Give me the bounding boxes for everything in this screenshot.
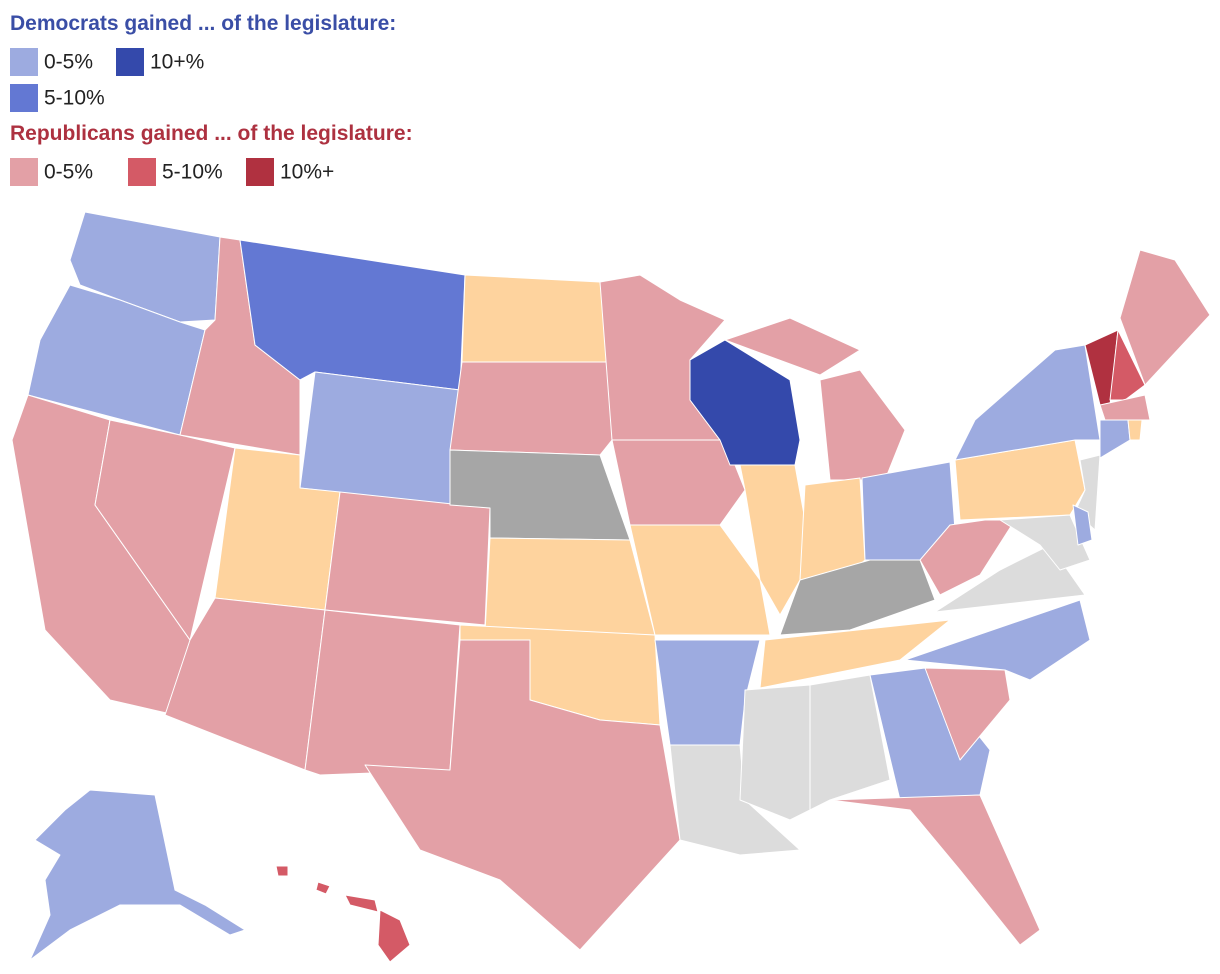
state <box>999 514 1091 571</box>
state <box>724 317 861 376</box>
state <box>629 524 771 636</box>
state <box>1099 419 1131 459</box>
legend: Democrats gained ... of the legislature:… <box>10 12 413 186</box>
state <box>299 371 461 506</box>
legend-swatch <box>128 158 156 186</box>
legend-label: 5-10% <box>44 87 105 110</box>
state <box>304 609 461 776</box>
legend-label: 0-5% <box>44 161 93 184</box>
legend-swatch <box>246 158 274 186</box>
legend-label: 10%+ <box>280 161 334 184</box>
state <box>1099 394 1151 421</box>
state <box>669 744 801 856</box>
state <box>29 789 246 961</box>
legend-swatch <box>116 48 144 76</box>
state <box>759 619 951 689</box>
state <box>1127 419 1143 441</box>
legend-swatch <box>10 84 38 112</box>
state <box>164 597 326 771</box>
legend-label: 5-10% <box>162 161 223 184</box>
state <box>315 881 331 895</box>
state <box>954 344 1101 461</box>
state <box>869 667 991 801</box>
state <box>611 439 746 526</box>
legend-swatch <box>10 48 38 76</box>
state <box>461 274 611 363</box>
legend-label: 10+% <box>150 51 204 74</box>
state <box>924 667 1011 761</box>
state <box>344 894 379 913</box>
state <box>1072 504 1093 546</box>
state <box>324 491 491 626</box>
state <box>449 361 613 456</box>
legend-label: 0-5% <box>44 51 93 74</box>
state <box>739 684 811 821</box>
legend-title: Democrats gained ... of the legislature: <box>10 12 396 35</box>
state <box>94 419 236 641</box>
state <box>904 599 1091 681</box>
state <box>829 794 1041 946</box>
state <box>484 537 656 636</box>
legend-swatch <box>10 158 38 186</box>
state <box>275 865 289 877</box>
legend-title: Republicans gained ... of the legislatur… <box>10 122 413 145</box>
state <box>377 909 411 963</box>
state <box>809 674 891 811</box>
state <box>819 369 906 481</box>
state <box>654 639 761 746</box>
state <box>1119 249 1211 386</box>
state <box>364 639 681 951</box>
state <box>739 464 806 616</box>
us-map <box>11 211 1211 963</box>
